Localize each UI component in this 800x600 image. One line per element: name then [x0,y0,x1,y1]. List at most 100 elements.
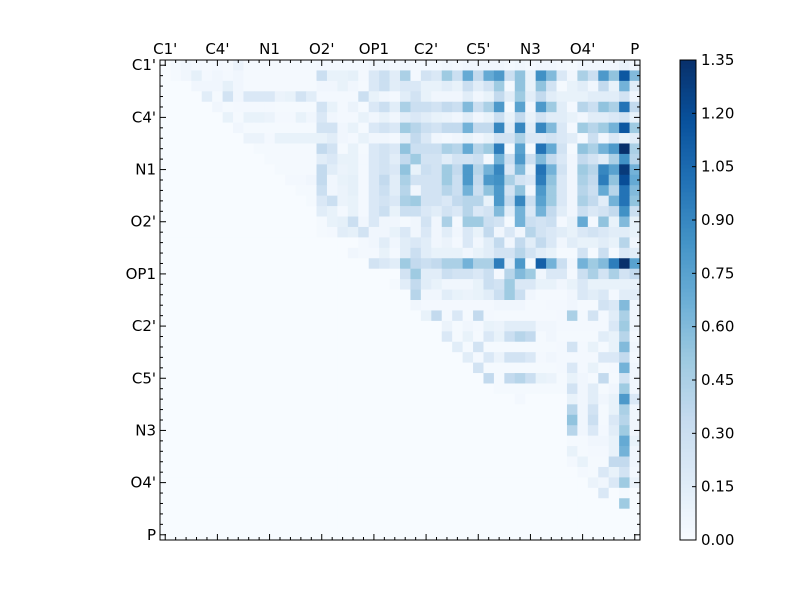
heatmap-cell [201,362,213,374]
heatmap-cell [504,185,516,197]
heatmap-cell [525,80,537,92]
heatmap-cell [274,529,286,541]
heatmap-cell [400,133,411,144]
heatmap-cell [368,362,380,374]
heatmap-cell [326,341,338,353]
heatmap-cell [629,122,641,134]
heatmap-cell [410,153,422,165]
heatmap-cell [504,519,516,530]
colorbar-segment [680,392,696,397]
heatmap-cell [514,122,526,134]
heatmap-cell [462,331,474,343]
heatmap-cell [441,414,453,426]
heatmap-cell [598,112,610,124]
heatmap-cell [629,435,641,447]
heatmap-cell [493,143,505,155]
heatmap-cell [233,466,244,478]
x-tick-label: P [630,40,639,58]
heatmap-cell [191,70,203,82]
heatmap-cell [483,393,495,405]
heatmap-cell [201,393,213,405]
heatmap-cell [180,91,192,103]
heatmap-cell [420,153,432,165]
heatmap-cell [337,91,349,103]
heatmap-cell [274,195,286,207]
heatmap-cell [233,487,244,499]
heatmap-cell [546,91,557,103]
heatmap-cell [201,91,213,103]
heatmap-cell [452,331,464,343]
heatmap-cell [212,456,224,468]
heatmap-cell [483,101,495,113]
heatmap-cell [358,101,370,113]
heatmap-cell [546,498,557,510]
heatmap-cell [556,487,568,499]
heatmap-cell [587,80,599,92]
heatmap-cell [556,529,568,541]
heatmap-cell [180,216,192,228]
heatmap-cell [493,362,505,374]
heatmap-cell [160,153,171,165]
heatmap-cell [546,153,557,165]
heatmap-cell [420,373,432,384]
heatmap-cell [295,341,307,353]
heatmap-cell [441,320,453,332]
heatmap-cell [546,456,557,468]
heatmap-cell [420,435,432,447]
heatmap-cell [410,185,422,197]
heatmap-cell [201,435,213,447]
heatmap-cell [493,258,505,270]
heatmap-cell [316,362,328,374]
heatmap-cell [222,508,234,520]
heatmap-cell [191,133,203,144]
heatmap-cell [379,80,390,92]
heatmap-cell [546,487,557,499]
heatmap-cell [535,300,547,311]
heatmap-cell [389,289,401,301]
heatmap-cell [420,331,432,343]
heatmap-cell [619,268,630,280]
heatmap-cell [201,373,213,384]
colorbar-segment [680,456,696,461]
heatmap-cell [233,279,244,290]
heatmap-cell [180,383,192,395]
heatmap-cell [514,60,526,71]
heatmap-cell [347,477,359,489]
heatmap-cell [566,404,578,416]
heatmap-cell [629,456,641,468]
heatmap-cell [420,477,432,489]
heatmap-cell [462,373,474,384]
heatmap-cell [326,237,338,249]
heatmap-cell [379,300,390,311]
heatmap-cell [400,247,411,259]
heatmap-cell [525,498,537,510]
heatmap-cell [389,310,401,322]
heatmap-cell [233,300,244,311]
heatmap-cell [619,477,630,489]
heatmap-cell [410,320,422,332]
heatmap-cell [306,237,317,249]
colorbar-tick-label: 0.90 [701,211,734,229]
heatmap-cell [368,153,380,165]
heatmap-cell [431,70,443,82]
heatmap-cell [483,529,495,541]
heatmap-cell [566,331,578,343]
heatmap-cell [493,414,505,426]
heatmap-cell [493,466,505,478]
heatmap-cell [389,279,401,290]
heatmap-cell [191,466,203,478]
heatmap-cell [493,487,505,499]
heatmap-cell [160,226,171,238]
heatmap-cell [316,153,328,165]
heatmap-cell [598,404,610,416]
heatmap-cell [243,498,255,510]
heatmap-cell [212,206,224,217]
heatmap-cell [608,247,620,259]
heatmap-cell [222,362,234,374]
heatmap-cell [191,185,203,197]
heatmap-cell [598,164,610,176]
heatmap-cell [473,101,484,113]
heatmap-cell [358,383,370,395]
heatmap-cell [473,268,484,280]
heatmap-cell [556,289,568,301]
